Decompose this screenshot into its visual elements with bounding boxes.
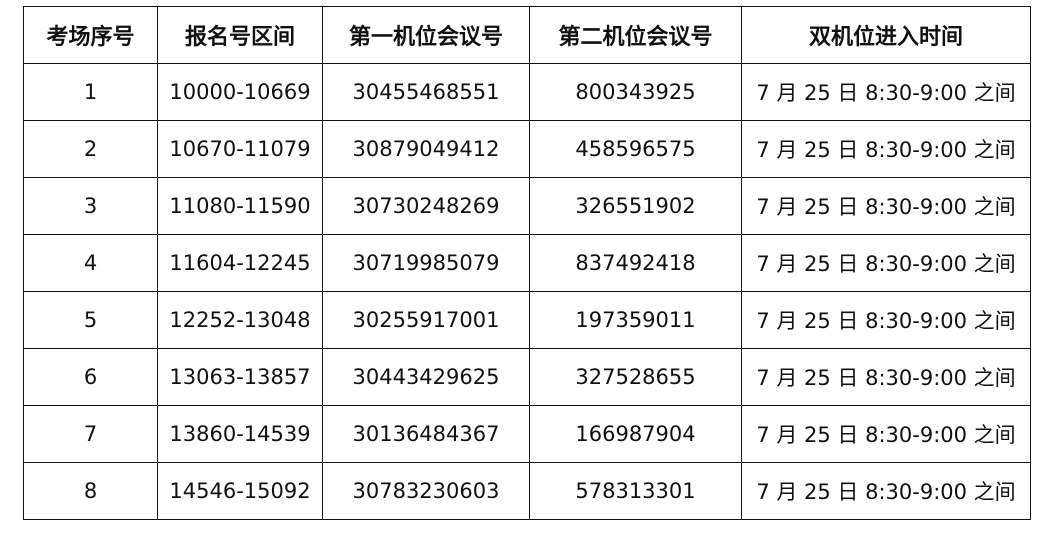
cell-entry-time: 7 月 25 日 8:30-9:00 之间 <box>741 291 1031 349</box>
cell-registration-range: 10000-10669 <box>157 63 323 121</box>
cell-first-camera-meeting-id: 30443429625 <box>322 348 530 406</box>
table-row: 8 14546-15092 30783230603 578313301 7 月 25 日… <box>23 462 1031 520</box>
cell-first-camera-meeting-id: 30730248269 <box>322 177 530 235</box>
header-first-camera-meeting-id: 第一机位会议号 <box>322 6 530 64</box>
cell-room-number: 5 <box>23 291 158 349</box>
cell-registration-range: 14546-15092 <box>157 462 323 520</box>
cell-room-number: 4 <box>23 234 158 292</box>
cell-first-camera-meeting-id: 30719985079 <box>322 234 530 292</box>
cell-entry-time: 7 月 25 日 8:30-9:00 之间 <box>741 462 1031 520</box>
table-row: 6 13063-13857 30443429625 327528655 7 月 25 日… <box>23 348 1031 406</box>
cell-room-number: 6 <box>23 348 158 406</box>
cell-room-number: 7 <box>23 405 158 463</box>
cell-registration-range: 10670-11079 <box>157 120 323 178</box>
cell-entry-time: 7 月 25 日 8:30-9:00 之间 <box>741 63 1031 121</box>
table-row: 2 10670-11079 30879049412 458596575 7 月 25 日… <box>23 120 1031 178</box>
table-row: 7 13860-14539 30136484367 166987904 7 月 25 日… <box>23 405 1031 463</box>
cell-entry-time: 7 月 25 日 8:30-9:00 之间 <box>741 405 1031 463</box>
cell-second-camera-meeting-id: 458596575 <box>529 120 742 178</box>
table-row: 3 11080-11590 30730248269 326551902 7 月 25 日… <box>23 177 1031 235</box>
cell-room-number: 8 <box>23 462 158 520</box>
cell-registration-range: 13860-14539 <box>157 405 323 463</box>
header-room-number: 考场序号 <box>23 6 158 64</box>
header-row: 考场序号 报名号区间 第一机位会议号 第二机位会议号 双机位进入时间 <box>23 6 1031 64</box>
cell-entry-time: 7 月 25 日 8:30-9:00 之间 <box>741 348 1031 406</box>
cell-registration-range: 12252-13048 <box>157 291 323 349</box>
cell-second-camera-meeting-id: 327528655 <box>529 348 742 406</box>
cell-room-number: 3 <box>23 177 158 235</box>
cell-second-camera-meeting-id: 166987904 <box>529 405 742 463</box>
header-registration-range: 报名号区间 <box>157 6 323 64</box>
cell-entry-time: 7 月 25 日 8:30-9:00 之间 <box>741 234 1031 292</box>
cell-first-camera-meeting-id: 30879049412 <box>322 120 530 178</box>
cell-first-camera-meeting-id: 30455468551 <box>322 63 530 121</box>
cell-first-camera-meeting-id: 30783230603 <box>322 462 530 520</box>
cell-second-camera-meeting-id: 578313301 <box>529 462 742 520</box>
cell-registration-range: 13063-13857 <box>157 348 323 406</box>
cell-first-camera-meeting-id: 30255917001 <box>322 291 530 349</box>
cell-room-number: 2 <box>23 120 158 178</box>
cell-entry-time: 7 月 25 日 8:30-9:00 之间 <box>741 177 1031 235</box>
header-entry-time: 双机位进入时间 <box>741 6 1031 64</box>
table-row: 1 10000-10669 30455468551 800343925 7 月 25 日… <box>23 63 1031 121</box>
cell-registration-range: 11604-12245 <box>157 234 323 292</box>
cell-second-camera-meeting-id: 197359011 <box>529 291 742 349</box>
exam-room-table: 考场序号 报名号区间 第一机位会议号 第二机位会议号 双机位进入时间 1 10000-10… <box>23 6 1031 520</box>
cell-room-number: 1 <box>23 63 158 121</box>
table-row: 5 12252-13048 30255917001 197359011 7 月 25 日… <box>23 291 1031 349</box>
cell-second-camera-meeting-id: 800343925 <box>529 63 742 121</box>
cell-second-camera-meeting-id: 326551902 <box>529 177 742 235</box>
cell-second-camera-meeting-id: 837492418 <box>529 234 742 292</box>
cell-entry-time: 7 月 25 日 8:30-9:00 之间 <box>741 120 1031 178</box>
cell-first-camera-meeting-id: 30136484367 <box>322 405 530 463</box>
table-row: 4 11604-12245 30719985079 837492418 7 月 25 日… <box>23 234 1031 292</box>
header-second-camera-meeting-id: 第二机位会议号 <box>529 6 742 64</box>
cell-registration-range: 11080-11590 <box>157 177 323 235</box>
